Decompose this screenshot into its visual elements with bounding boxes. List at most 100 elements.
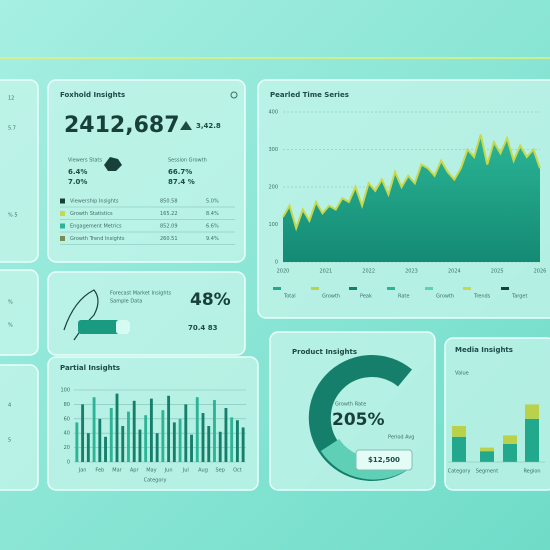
x-tick-label: Jan [78, 468, 87, 474]
insights-panel [47, 79, 246, 263]
bar [184, 404, 188, 462]
area-line [282, 134, 541, 232]
legend-label: Total [283, 294, 296, 300]
bar [115, 393, 119, 462]
progress-rest [116, 320, 130, 334]
y-tick-label: 80 [64, 402, 70, 408]
percent: 48% [190, 290, 231, 310]
row-label: Growth Trend Insights [70, 236, 125, 242]
bar [207, 426, 211, 462]
y-tick-label: 400 [268, 110, 278, 116]
row-pct: 6.6% [206, 224, 219, 230]
left-label: % [8, 300, 13, 306]
gauge-sub: Period Avg [388, 435, 414, 441]
media-panel [444, 337, 550, 491]
x-tick-label: Jul [182, 468, 189, 474]
left-panel [0, 269, 39, 356]
legend-swatch [349, 287, 357, 290]
side-number: 3,42.8 [196, 122, 221, 130]
row-icon [60, 236, 65, 241]
row-pct: 5.0% [206, 199, 219, 205]
legend-label: Trends [473, 294, 491, 300]
bar [190, 434, 193, 462]
left-panel [0, 79, 39, 263]
row-value: 165.22 [160, 211, 178, 217]
y-tick-label: 200 [268, 185, 278, 191]
x-tick-label: 2022 [362, 269, 375, 275]
bar [230, 417, 234, 462]
x-tick-label: Jun [164, 468, 173, 474]
x-tick-label: 2025 [491, 269, 504, 275]
map-icon [104, 157, 122, 171]
x-tick-label: Oct [233, 468, 242, 474]
row-value: 260.51 [160, 236, 178, 242]
panel-subtitle: Sample Data [110, 299, 142, 305]
bar-segment [452, 436, 466, 462]
bar [109, 408, 113, 462]
row-pct: 9.4% [206, 236, 219, 242]
row-label: Viewership Insights [70, 199, 119, 205]
gauge-label: Growth Rate [335, 402, 366, 408]
x-tick-label: Mar [112, 468, 122, 474]
bar [213, 400, 216, 462]
bar [127, 411, 130, 462]
icon [180, 121, 192, 130]
panel-title: Media Insights [455, 346, 513, 354]
x-tick-label: Category [448, 469, 471, 475]
y-tick-label: 40 [64, 431, 70, 437]
row-label: Growth Statistics [70, 211, 113, 217]
legend-swatch [463, 287, 471, 290]
x-tick-label: Segment [476, 469, 499, 475]
bar [241, 427, 245, 462]
bar [172, 422, 176, 462]
left-panel [0, 364, 39, 491]
row-icon [60, 223, 65, 229]
bar-segment [452, 426, 466, 437]
bar [178, 418, 182, 462]
stat-value: 66.7% [168, 168, 192, 176]
y-tick-label: 20 [64, 445, 70, 451]
bar [235, 420, 239, 462]
bar [98, 418, 102, 462]
bar [195, 397, 199, 462]
bar [218, 431, 222, 462]
x-tick-label: 2023 [405, 269, 418, 275]
x-tick-label: 2020 [277, 269, 290, 275]
stat-sub: 7.0% [68, 178, 87, 186]
legend-label: Peak [360, 294, 372, 300]
panel-title: Forecast Market Insights [110, 291, 171, 297]
y-tick-label: 0 [67, 460, 70, 466]
bar-segment [503, 435, 517, 444]
x-tick-label: Aug [198, 468, 208, 474]
row-pct: 8.4% [206, 211, 219, 217]
big-number: 2412,687 [64, 113, 180, 138]
x-tick-label: May [146, 468, 156, 474]
bar [92, 397, 96, 462]
left-label: % 5 [8, 213, 18, 219]
bar [201, 413, 205, 462]
bar-segment [525, 404, 539, 419]
panel-subtitle: Value [455, 371, 469, 377]
panel-title: Product Insights [292, 348, 357, 356]
row-icon [60, 198, 65, 204]
icon [230, 91, 238, 99]
left-label: 12 [8, 96, 14, 102]
x-tick-label: 2026 [534, 269, 547, 275]
legend-swatch [311, 287, 319, 290]
panel-title: Partial Insights [60, 364, 120, 372]
row-value: 852.09 [160, 224, 178, 230]
area [283, 134, 540, 262]
x-tick-label: 2024 [448, 269, 461, 275]
legend-swatch [273, 287, 281, 290]
bar [75, 422, 79, 462]
y-tick-label: 100 [268, 222, 278, 228]
bar [104, 436, 107, 462]
axis-label: Category [144, 478, 167, 484]
row-icon [60, 211, 65, 216]
legend-swatch [501, 287, 509, 290]
row-label: Engagement Metrics [70, 224, 122, 230]
gauge-percent: 205% [332, 410, 385, 430]
legend-swatch [387, 287, 395, 290]
left-label: 5.7 [8, 126, 16, 132]
